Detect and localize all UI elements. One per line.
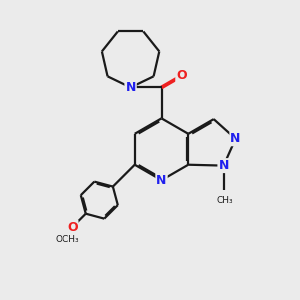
Text: N: N	[156, 174, 167, 187]
Text: CH₃: CH₃	[217, 196, 233, 205]
Text: N: N	[230, 132, 241, 145]
Text: O: O	[67, 221, 77, 234]
Text: N: N	[125, 81, 136, 94]
Text: O: O	[176, 69, 187, 82]
Text: OCH₃: OCH₃	[56, 235, 80, 244]
Text: N: N	[218, 159, 229, 172]
